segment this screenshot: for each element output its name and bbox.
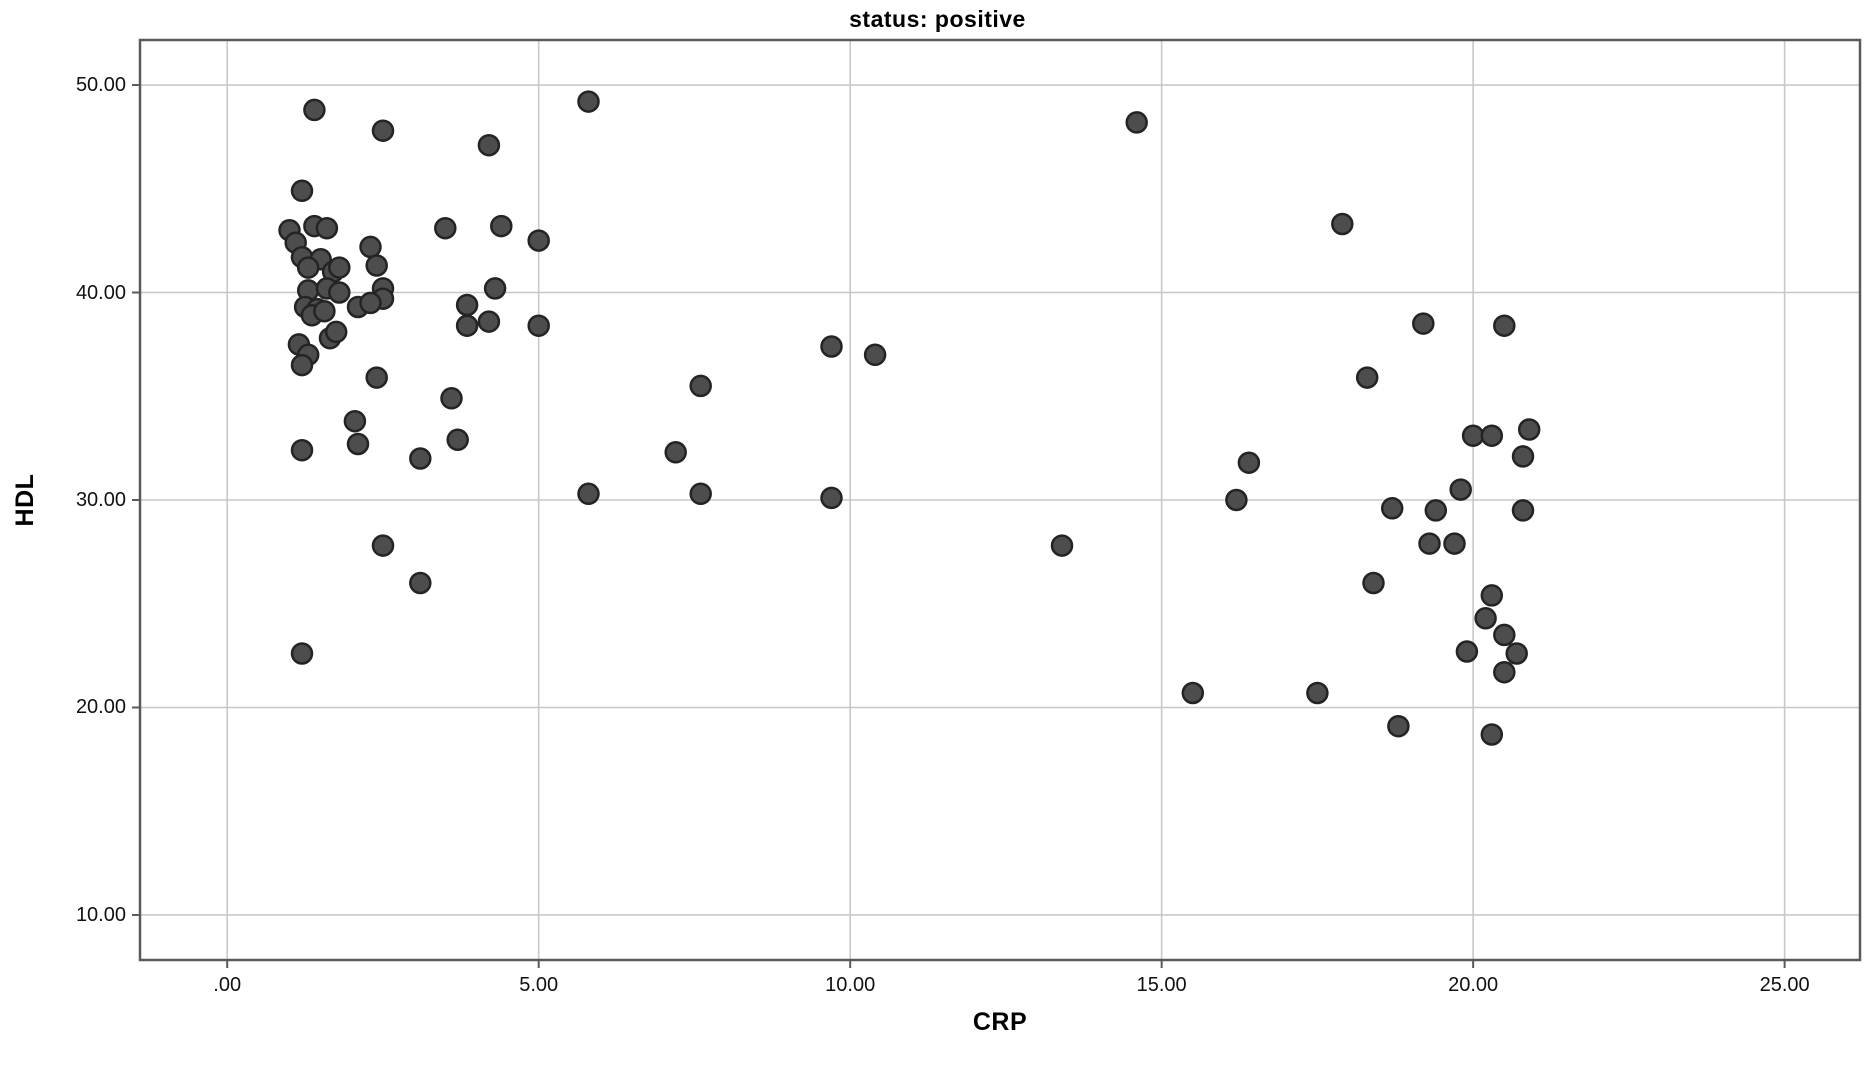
data-point — [296, 256, 320, 279]
data-point — [1412, 312, 1435, 335]
data-point — [303, 98, 326, 122]
data-point — [1517, 418, 1541, 441]
data-point — [1443, 532, 1466, 555]
data-point — [455, 314, 479, 337]
data-point — [346, 432, 370, 456]
data-point — [359, 235, 382, 259]
data-point — [1418, 532, 1441, 555]
data-point — [483, 277, 507, 300]
data-point — [1380, 497, 1404, 520]
data-point — [365, 366, 388, 389]
data-point — [315, 216, 339, 240]
data-point — [1355, 366, 1379, 389]
data-point — [1387, 714, 1410, 738]
data-point — [527, 229, 550, 252]
x-axis-title: CRP — [972, 1008, 1028, 1036]
data-point — [313, 299, 336, 323]
data-point — [1493, 660, 1516, 684]
data-point — [1125, 111, 1148, 134]
data-point — [371, 119, 395, 142]
data-point — [290, 353, 314, 377]
data-point — [820, 486, 843, 510]
data-point — [1461, 424, 1485, 447]
y-tick-label: 20.00 — [75, 696, 126, 719]
data-point — [409, 571, 432, 595]
data-point — [1474, 607, 1497, 630]
data-point — [1480, 723, 1504, 746]
data-point — [1455, 640, 1479, 663]
data-point — [324, 320, 348, 344]
data-point — [689, 482, 712, 506]
data-point — [1493, 623, 1516, 647]
data-point — [490, 214, 513, 238]
data-point — [365, 254, 388, 277]
data-point — [1237, 451, 1261, 474]
data-point — [409, 447, 432, 470]
data-point — [440, 387, 463, 410]
data-point — [1306, 681, 1329, 705]
data-point — [477, 133, 501, 157]
y-tick-label: 10.00 — [75, 903, 126, 926]
data-point — [328, 281, 351, 304]
data-point — [577, 482, 600, 506]
y-tick-label: 30.00 — [75, 489, 126, 511]
data-point — [343, 409, 367, 433]
x-tick-label: 15.00 — [1136, 974, 1187, 996]
data-point — [328, 256, 351, 279]
data-point — [359, 291, 382, 315]
data-point — [1331, 212, 1354, 236]
data-point — [446, 428, 469, 452]
chart-title: status: positive — [849, 6, 1026, 32]
data-point — [1449, 478, 1472, 501]
data-point — [527, 314, 550, 337]
data-point — [290, 438, 314, 462]
data-point — [1505, 642, 1528, 665]
x-tick-label: 10.00 — [825, 974, 876, 996]
data-point — [1493, 314, 1516, 337]
y-tick-label: 50.00 — [75, 74, 126, 97]
data-point — [434, 216, 457, 240]
data-point — [1225, 488, 1248, 512]
data-point — [371, 534, 395, 557]
data-point — [1050, 534, 1074, 557]
data-point — [477, 310, 501, 333]
data-point — [290, 642, 314, 665]
data-point — [1480, 584, 1504, 607]
x-tick-label: 20.00 — [1448, 974, 1499, 996]
data-point — [1181, 681, 1205, 705]
data-point — [689, 374, 712, 398]
x-tick-label: 5.00 — [519, 974, 559, 996]
data-point — [1511, 445, 1535, 468]
data-point — [1511, 499, 1535, 522]
data-point — [290, 179, 314, 203]
data-point — [455, 293, 479, 317]
data-point — [1362, 571, 1385, 595]
x-tick-label: 25.00 — [1759, 974, 1810, 996]
data-point — [577, 90, 600, 113]
data-point — [1424, 499, 1448, 522]
x-tick-label: .00 — [213, 974, 242, 996]
data-point — [1480, 424, 1504, 447]
data-point — [863, 343, 887, 367]
data-point — [820, 335, 843, 358]
data-point — [664, 441, 687, 464]
y-tick-label: 40.00 — [75, 281, 126, 304]
